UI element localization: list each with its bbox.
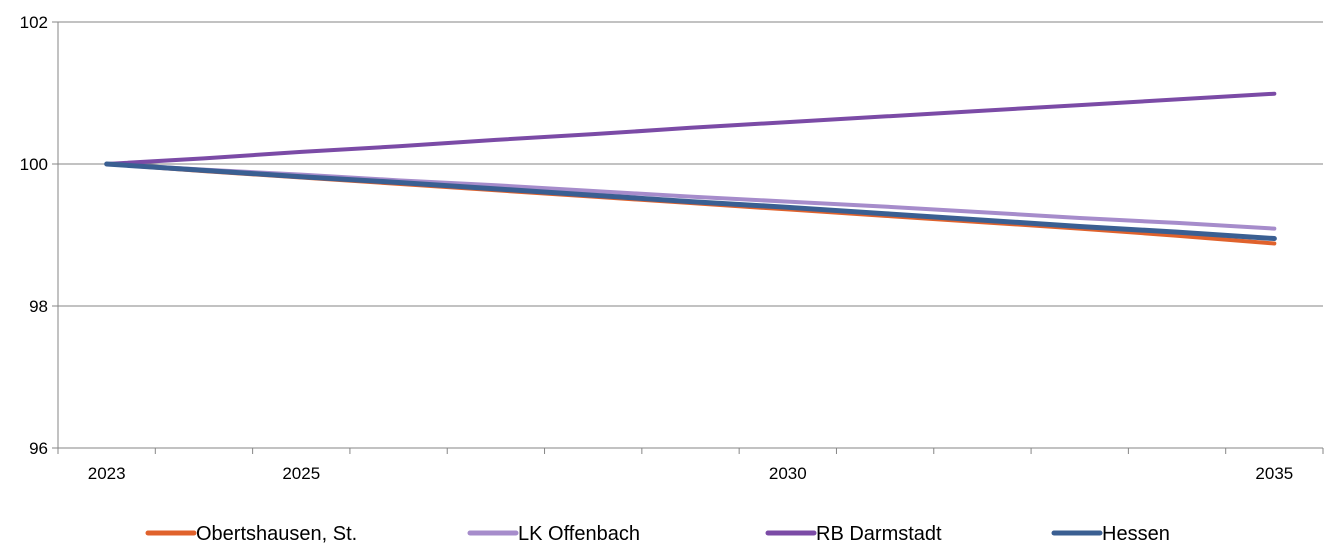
- x-tick-label: 2030: [769, 464, 807, 483]
- y-tick-label: 96: [29, 439, 48, 458]
- x-tick-label: 2023: [88, 464, 126, 483]
- axes: 96 98 100 102 2023 2025 2030 2035: [20, 13, 1324, 483]
- series-line-rb-darmstadt: [104, 91, 1277, 166]
- legend-label: LK Offenbach: [518, 523, 640, 545]
- x-tick-label: 2035: [1255, 464, 1293, 483]
- legend: Obertshausen, St. LK Offenbach RB Darmstad…: [145, 523, 1170, 545]
- series-lines: [104, 91, 1277, 246]
- y-tick-label: 100: [20, 155, 48, 174]
- y-tick-label: 98: [29, 297, 48, 316]
- y-tick-label: 102: [20, 13, 48, 32]
- series-line-hessen: [104, 161, 1277, 242]
- x-tick-label: 2025: [282, 464, 320, 483]
- legend-label: RB Darmstadt: [816, 523, 942, 545]
- legend-label: Hessen: [1102, 523, 1170, 545]
- gridlines: [58, 21, 1323, 307]
- legend-label: Obertshausen, St.: [196, 523, 357, 545]
